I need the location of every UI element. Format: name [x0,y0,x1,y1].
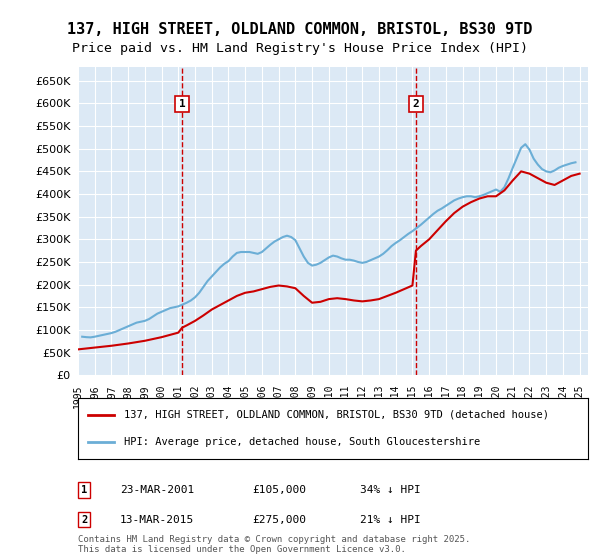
Text: 137, HIGH STREET, OLDLAND COMMON, BRISTOL, BS30 9TD (detached house): 137, HIGH STREET, OLDLAND COMMON, BRISTO… [124,410,549,420]
Text: 2: 2 [81,515,87,525]
Text: HPI: Average price, detached house, South Gloucestershire: HPI: Average price, detached house, Sout… [124,437,480,447]
Text: 23-MAR-2001: 23-MAR-2001 [120,485,194,495]
Text: 13-MAR-2015: 13-MAR-2015 [120,515,194,525]
Text: £105,000: £105,000 [252,485,306,495]
Text: 21% ↓ HPI: 21% ↓ HPI [360,515,421,525]
Text: 2: 2 [413,99,419,109]
Text: Contains HM Land Registry data © Crown copyright and database right 2025.
This d: Contains HM Land Registry data © Crown c… [78,535,470,554]
Text: 1: 1 [179,99,185,109]
Text: Price paid vs. HM Land Registry's House Price Index (HPI): Price paid vs. HM Land Registry's House … [72,42,528,55]
Text: 1: 1 [81,485,87,495]
Text: £275,000: £275,000 [252,515,306,525]
Text: 34% ↓ HPI: 34% ↓ HPI [360,485,421,495]
Text: 137, HIGH STREET, OLDLAND COMMON, BRISTOL, BS30 9TD: 137, HIGH STREET, OLDLAND COMMON, BRISTO… [67,22,533,38]
